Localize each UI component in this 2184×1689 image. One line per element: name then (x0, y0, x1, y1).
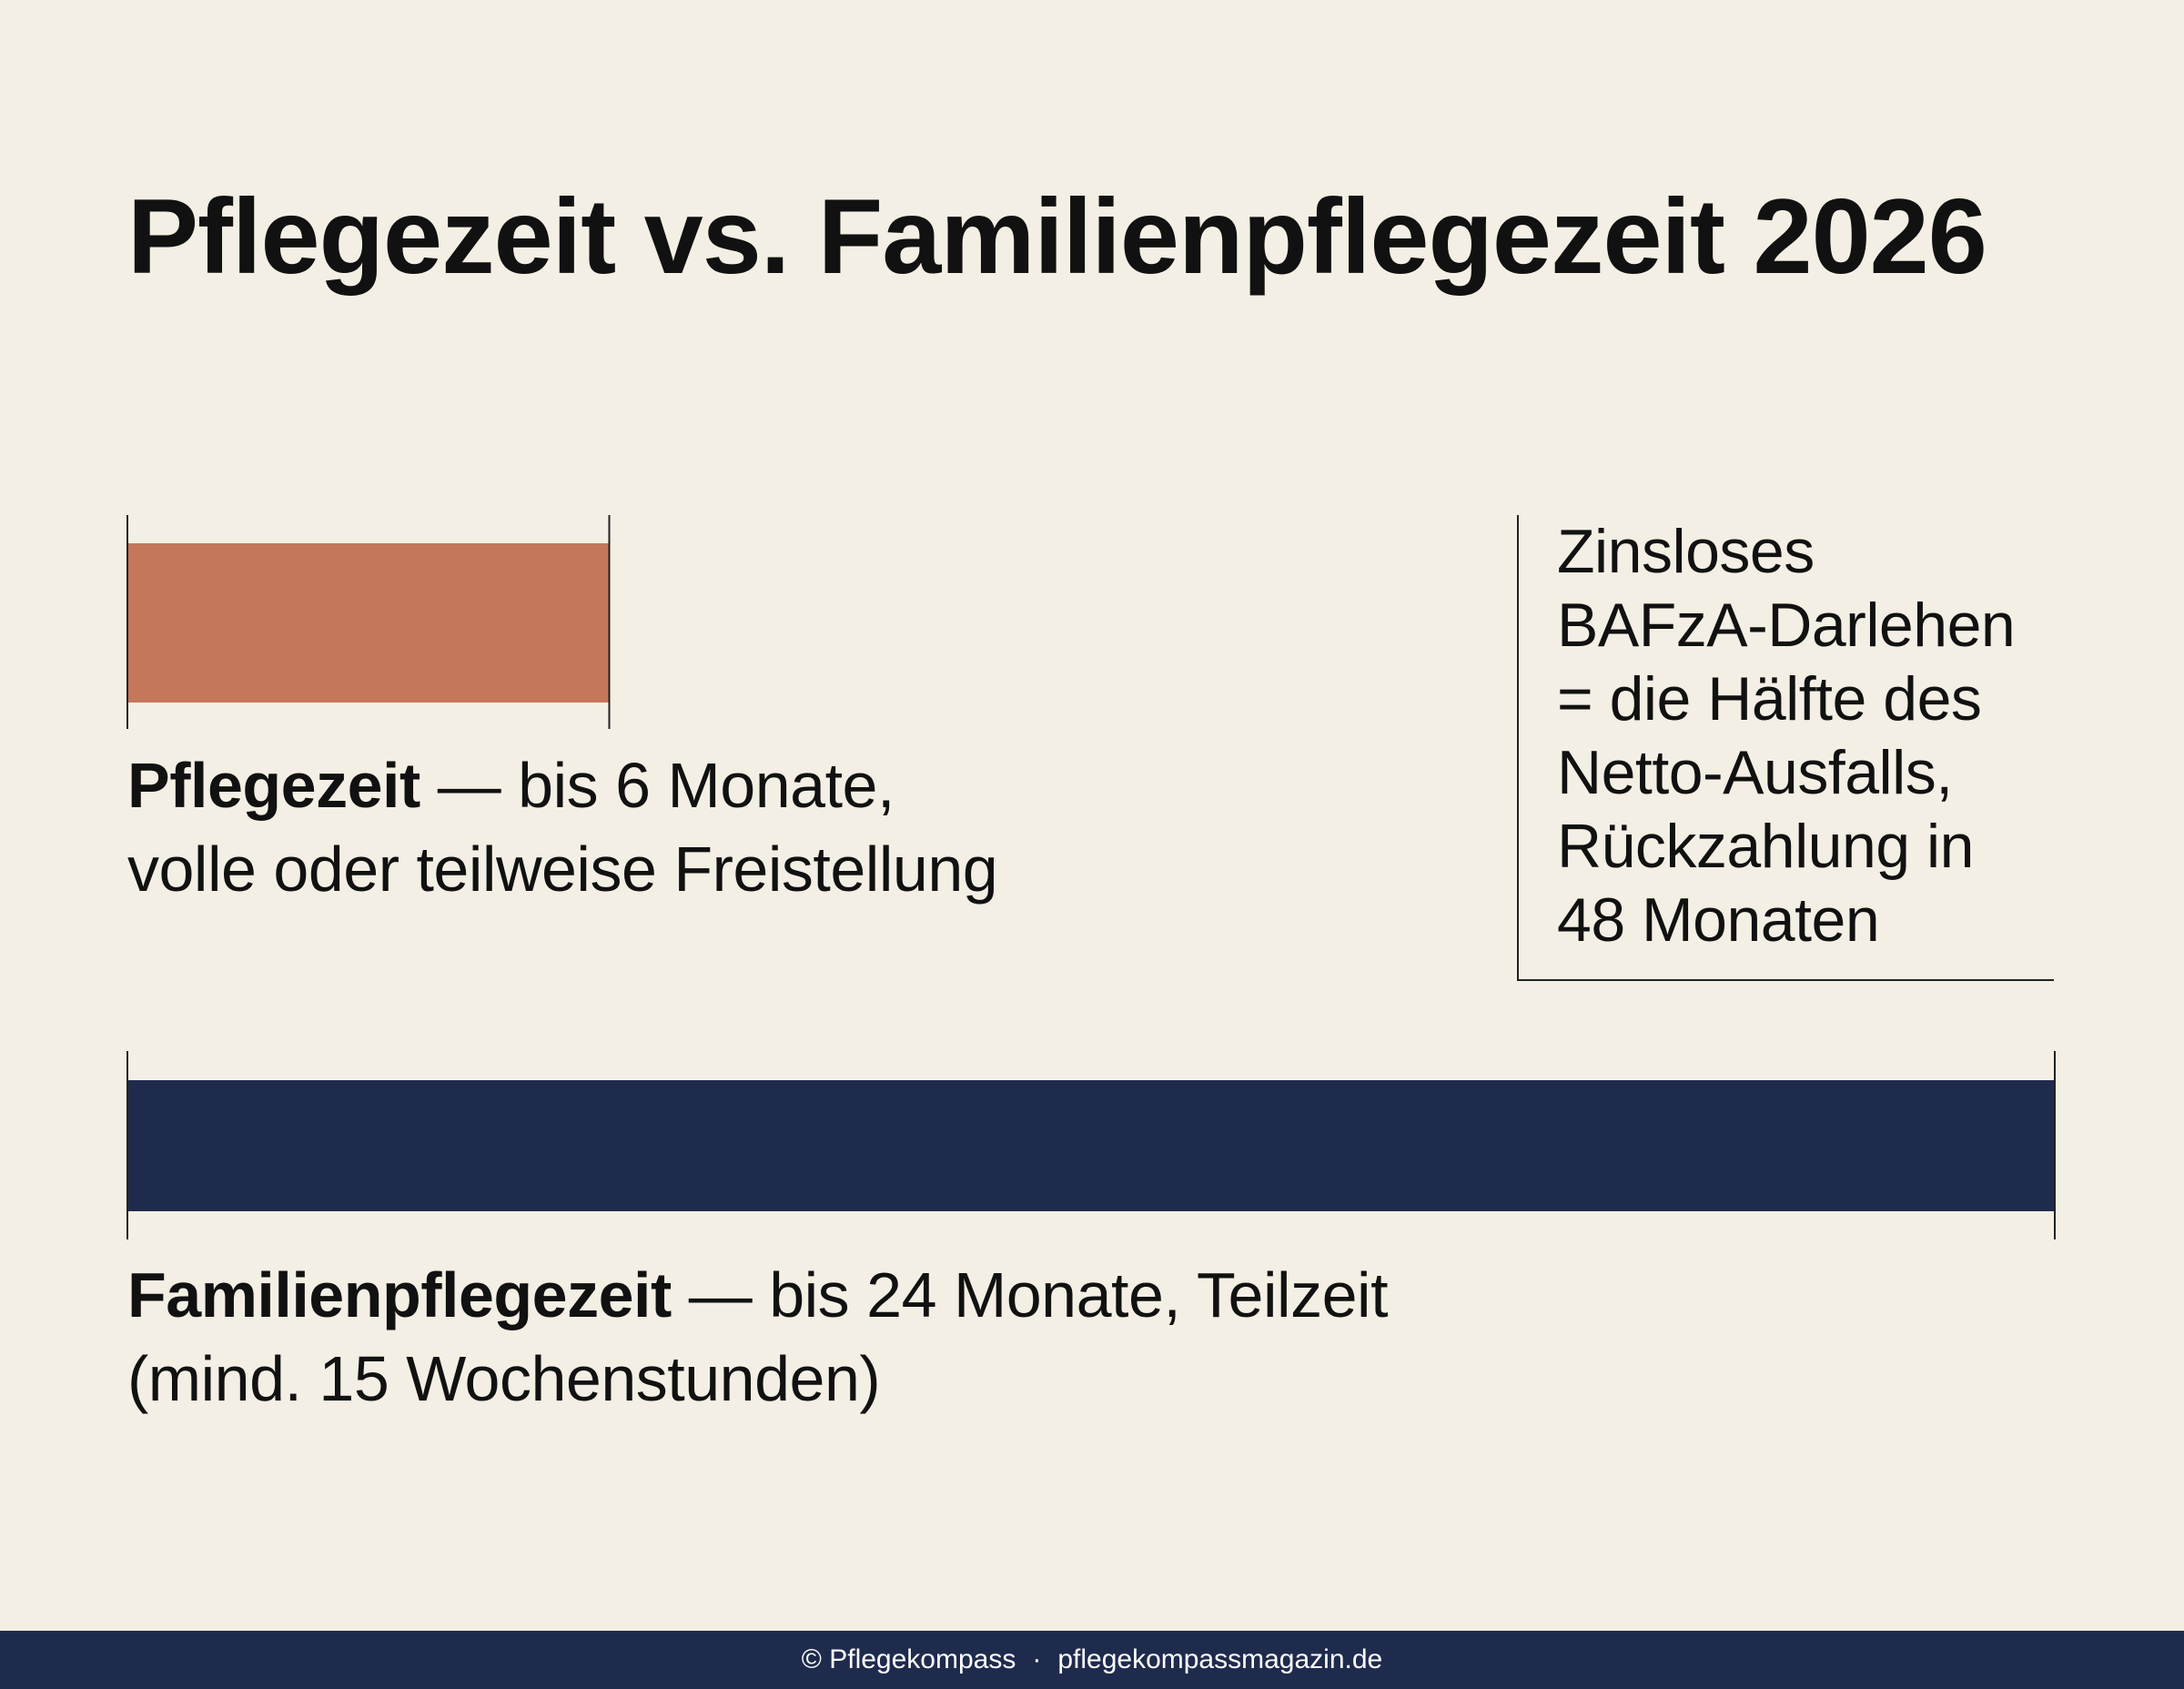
darlehen-callout: Zinsloses BAFzA-Darlehen = die Hälfte de… (1517, 515, 2054, 981)
pflegezeit-label-detail: volle oder teilweise Freistellung (127, 834, 998, 905)
familienpflegezeit-label-duration: bis 24 Monate, Teilzeit (769, 1259, 1389, 1330)
footer-separator: · (1032, 1644, 1042, 1674)
familienpflegezeit-label-detail: (mind. 15 Wochenstunden) (127, 1343, 881, 1414)
darlehen-callout-text: Zinsloses BAFzA-Darlehen = die Hälfte de… (1557, 517, 2016, 955)
footer-website-link[interactable]: pflegekompassmagazin.de (1057, 1644, 1383, 1674)
pflegezeit-bar (127, 543, 610, 703)
familienpflegezeit-label-dash: — (671, 1259, 770, 1330)
pflegezeit-label-name: Pflegezeit (127, 750, 420, 821)
familienpflegezeit-label-name: Familienpflegezeit (127, 1259, 672, 1330)
footer-bar: © Pflegekompass · pflegekompassmagazin.de (0, 1631, 2184, 1689)
familienpflegezeit-bar (127, 1080, 2055, 1211)
pflegezeit-label-duration: bis 6 Monate, (518, 750, 895, 821)
pflegezeit-label-dash: — (420, 750, 519, 821)
chart-title: Pflegezeit vs. Familienpflegezeit 2026 (127, 177, 1987, 296)
pflegezeit-label: Pflegezeit — bis 6 Monate, volle oder te… (127, 743, 998, 911)
familienpflegezeit-label: Familienpflegezeit — bis 24 Monate, Teil… (127, 1253, 1389, 1421)
footer-copyright: © Pflegekompass (801, 1644, 1016, 1674)
